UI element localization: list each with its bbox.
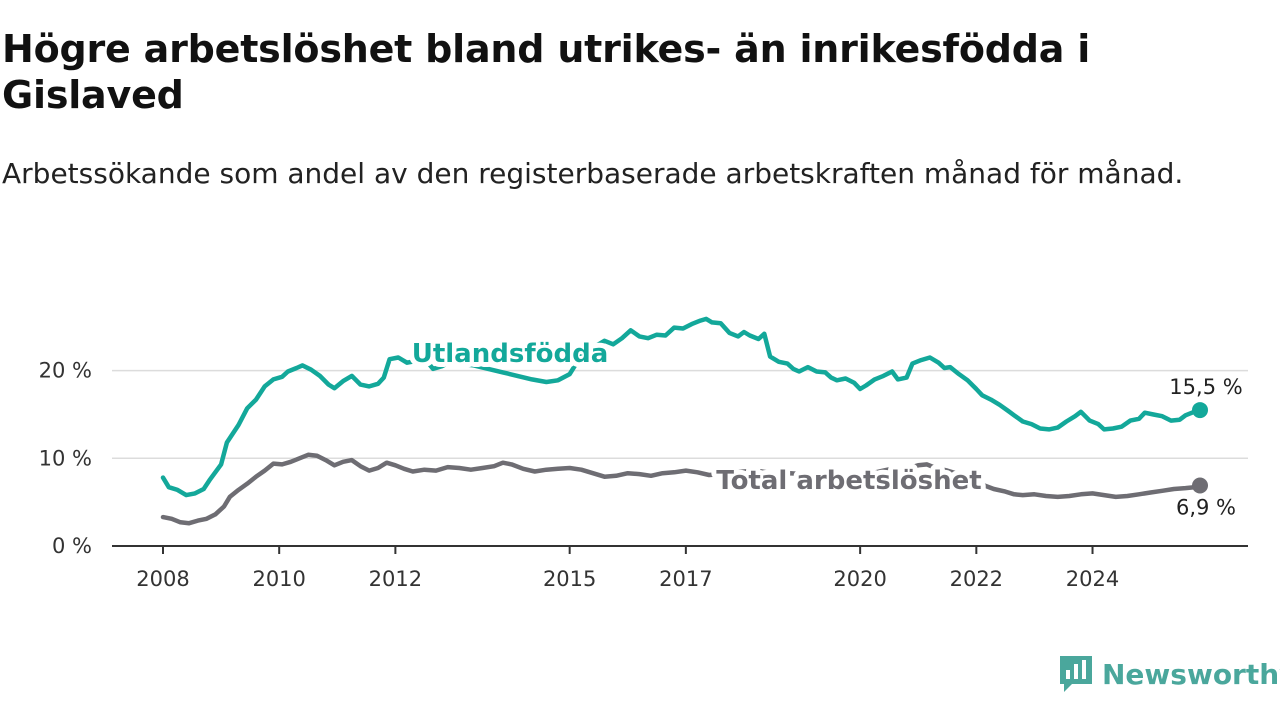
- y-axis-tick-labels: 0 % 10 % 20 %: [39, 359, 92, 558]
- series-lines: [160, 316, 1208, 526]
- series-label-halo: Utlandsfödda: [412, 339, 609, 369]
- series-line-total: [160, 452, 1203, 526]
- y-tick-label: 10 %: [39, 446, 92, 470]
- end-point-marker: [1192, 402, 1208, 419]
- series-labels: 15,5 %6,9 %UtlandsföddaUtlandsföddaTotal…: [407, 334, 1243, 519]
- x-tick-label: 2012: [369, 567, 422, 591]
- end-value-label: 6,9 %: [1176, 495, 1236, 519]
- series-line-utlandsfodda: [160, 316, 1203, 498]
- chart-title: Högre arbetslöshet bland utrikes- än inr…: [2, 27, 1091, 117]
- y-tick-label: 0 %: [52, 534, 92, 558]
- end-value-label: 15,5 %: [1169, 375, 1242, 399]
- x-tick-label: 2010: [252, 567, 305, 591]
- series-label: Utlandsfödda: [412, 339, 609, 369]
- newsworthy-logo-icon: [1060, 656, 1092, 692]
- chart-subtitle: Arbetssökande som andel av den registerb…: [2, 157, 1184, 190]
- brand-name: Newsworthy: [1102, 657, 1280, 691]
- end-point-marker: [1192, 477, 1208, 494]
- x-axis: 2008 2010 2012 2015 2017 2020 2022 2024: [112, 545, 1248, 591]
- x-tick-label: 2015: [543, 567, 596, 591]
- x-tick-label: 2020: [833, 567, 886, 591]
- x-tick-label: 2008: [136, 567, 189, 591]
- x-tick-label: 2024: [1066, 567, 1119, 591]
- x-tick-label: 2022: [950, 567, 1003, 591]
- series-label-halo: Total arbetslöshet: [716, 466, 981, 496]
- newsworthy-logo[interactable]: Newsworthy: [1058, 652, 1280, 696]
- y-tick-label: 20 %: [39, 359, 92, 383]
- x-tick-label: 2017: [659, 567, 712, 591]
- series-label: Total arbetslöshet: [716, 466, 981, 496]
